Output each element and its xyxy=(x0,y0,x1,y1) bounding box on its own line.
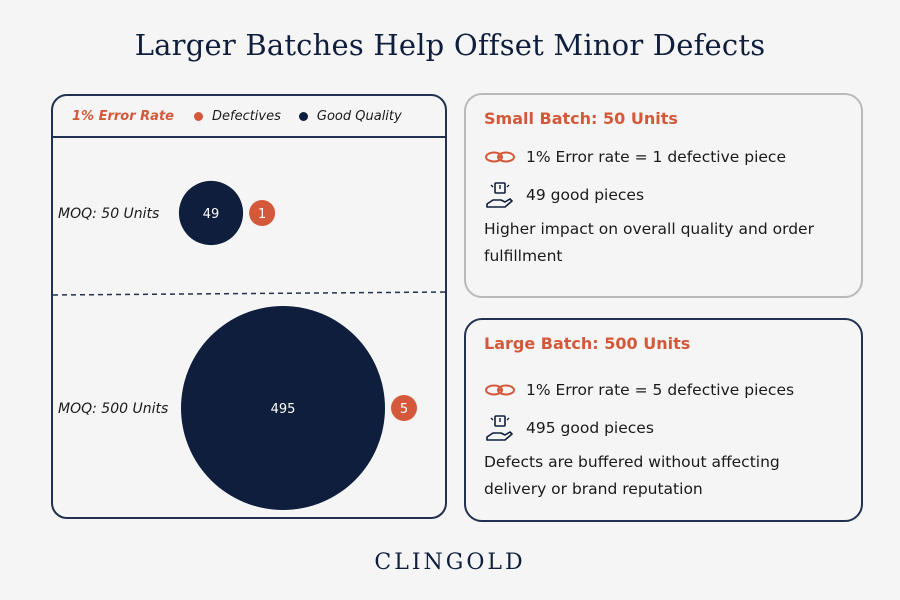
good-quality-value: 495 xyxy=(271,402,296,417)
good-quality-value: 49 xyxy=(203,207,220,222)
defectives-value: 5 xyxy=(400,402,408,417)
row-label: MOQ: 50 Units xyxy=(58,206,159,222)
large-batch-description: Defects are buffered without affecting d… xyxy=(484,453,780,498)
chain-link-icon xyxy=(485,384,515,396)
large-batch-good-row: 495 good pieces xyxy=(484,413,843,443)
small-batch-heading: Small Batch: 50 Units xyxy=(484,109,678,128)
good-quality-swatch xyxy=(298,111,308,121)
small-batch-good-text: 49 good pieces xyxy=(526,186,645,204)
legend-item-defectives: Defectives xyxy=(193,108,281,124)
good-quality-bubble xyxy=(181,306,385,510)
small-batch-description: Higher impact on overall quality and ord… xyxy=(484,220,814,265)
chain-link-icon xyxy=(485,151,515,163)
page-title: Larger Batches Help Offset Minor Defects xyxy=(134,28,766,62)
good-quality-bubble xyxy=(178,180,244,246)
bubble-chart: MOQ: 50 Units 49 1 MOQ: 500 Units 495 5 xyxy=(53,180,445,510)
bubble-chart-panel: MOQ: 50 Units 49 1 MOQ: 500 Units 495 5 1% Er… xyxy=(51,94,447,519)
legend-title: 1% Error Rate xyxy=(72,108,174,124)
row-label: MOQ: 500 Units xyxy=(58,401,168,417)
large-batch-card: Large Batch: 500 Units 1% Error rate = 5… xyxy=(464,318,863,522)
legend-label-good-quality: Good Quality xyxy=(316,108,402,124)
defectives-value: 1 xyxy=(258,207,266,222)
large-batch-error-row: 1% Error rate = 5 defective pieces xyxy=(484,375,843,405)
large-batch-error-text: 1% Error rate = 5 defective pieces xyxy=(526,381,795,399)
defectives-swatch xyxy=(193,111,203,121)
small-batch-card: Small Batch: 50 Units 1% Error rate = 1 … xyxy=(464,93,863,298)
defectives-bubble xyxy=(391,395,417,421)
defectives-bubble xyxy=(249,200,276,226)
large-batch-good-text: 495 good pieces xyxy=(526,419,654,437)
small-batch-error-row: 1% Error rate = 1 defective piece xyxy=(484,142,843,172)
brand-logo: CLINGOLD xyxy=(374,550,526,575)
legend-label-defectives: Defectives xyxy=(211,108,281,124)
legend-item-good-quality: Good Quality xyxy=(298,108,402,124)
chart-legend: 1% Error Rate Defectives Good Quality xyxy=(53,96,445,138)
hand-holding-box-icon xyxy=(486,182,513,208)
small-batch-error-text: 1% Error rate = 1 defective piece xyxy=(526,148,786,166)
small-batch-good-row: 49 good pieces xyxy=(484,180,843,210)
row-separator xyxy=(53,291,445,296)
hand-holding-box-icon xyxy=(486,415,513,441)
large-batch-heading: Large Batch: 500 Units xyxy=(484,334,691,353)
